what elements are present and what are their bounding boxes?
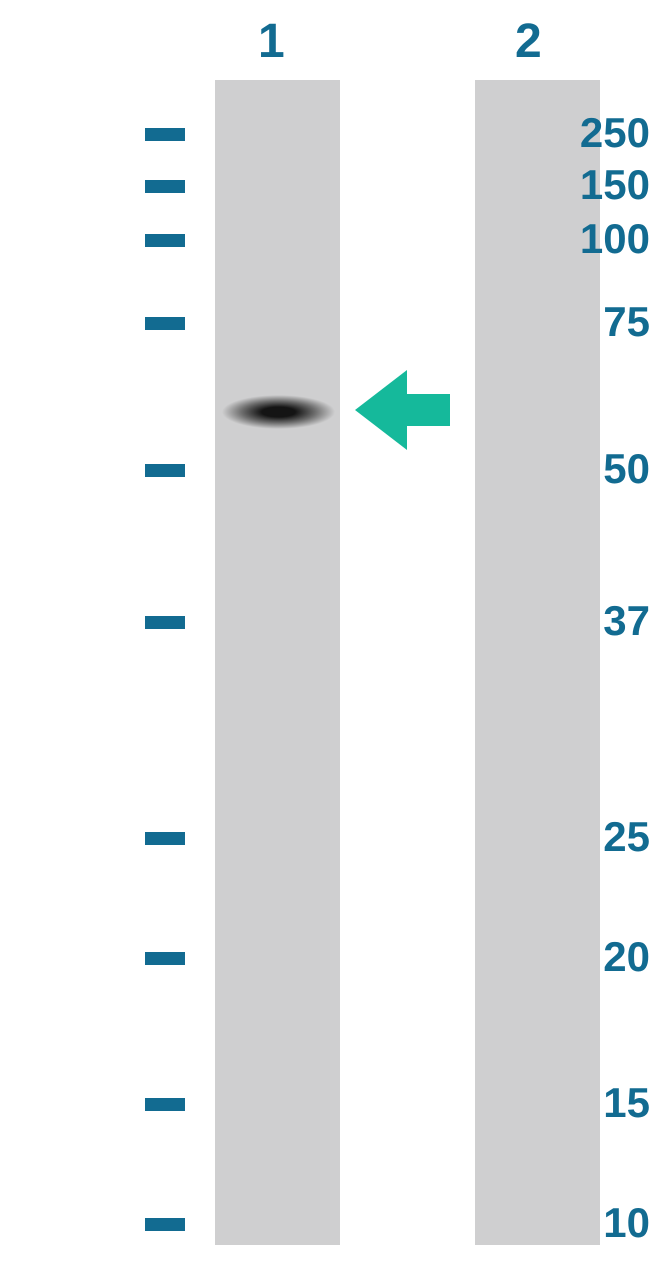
mw-tick-100	[145, 234, 185, 247]
mw-label-150: 150	[520, 161, 650, 209]
mw-tick-25	[145, 832, 185, 845]
mw-label-100: 100	[520, 215, 650, 263]
mw-tick-20	[145, 952, 185, 965]
western-blot-figure: 1 2 250150 100 75 50 37 25 20 15 10	[0, 0, 650, 1270]
lane-1-label: 1	[258, 14, 285, 69]
mw-tick-50	[145, 464, 185, 477]
mw-tick-10	[145, 1218, 185, 1231]
mw-label-20: 20	[520, 933, 650, 981]
mw-tick-15	[145, 1098, 185, 1111]
mw-tick-37	[145, 616, 185, 629]
lane-2-label: 2	[515, 14, 542, 69]
mw-tick-250	[145, 128, 185, 141]
band-lane1-1	[212, 392, 345, 432]
mw-tick-75	[145, 317, 185, 330]
arrow-shaft-icon	[407, 394, 450, 426]
mw-label-15: 15	[520, 1079, 650, 1127]
mw-label-37: 37	[520, 597, 650, 645]
arrow-head-icon	[355, 370, 407, 450]
mw-label-25: 25	[520, 813, 650, 861]
mw-label-75: 75	[520, 298, 650, 346]
mw-tick-150	[145, 180, 185, 193]
mw-label-250: 250	[520, 109, 650, 157]
band-indicator-arrow-icon	[355, 370, 450, 450]
mw-label-10: 10	[520, 1199, 650, 1247]
lane-1	[215, 80, 340, 1245]
mw-label-50: 50	[520, 445, 650, 493]
